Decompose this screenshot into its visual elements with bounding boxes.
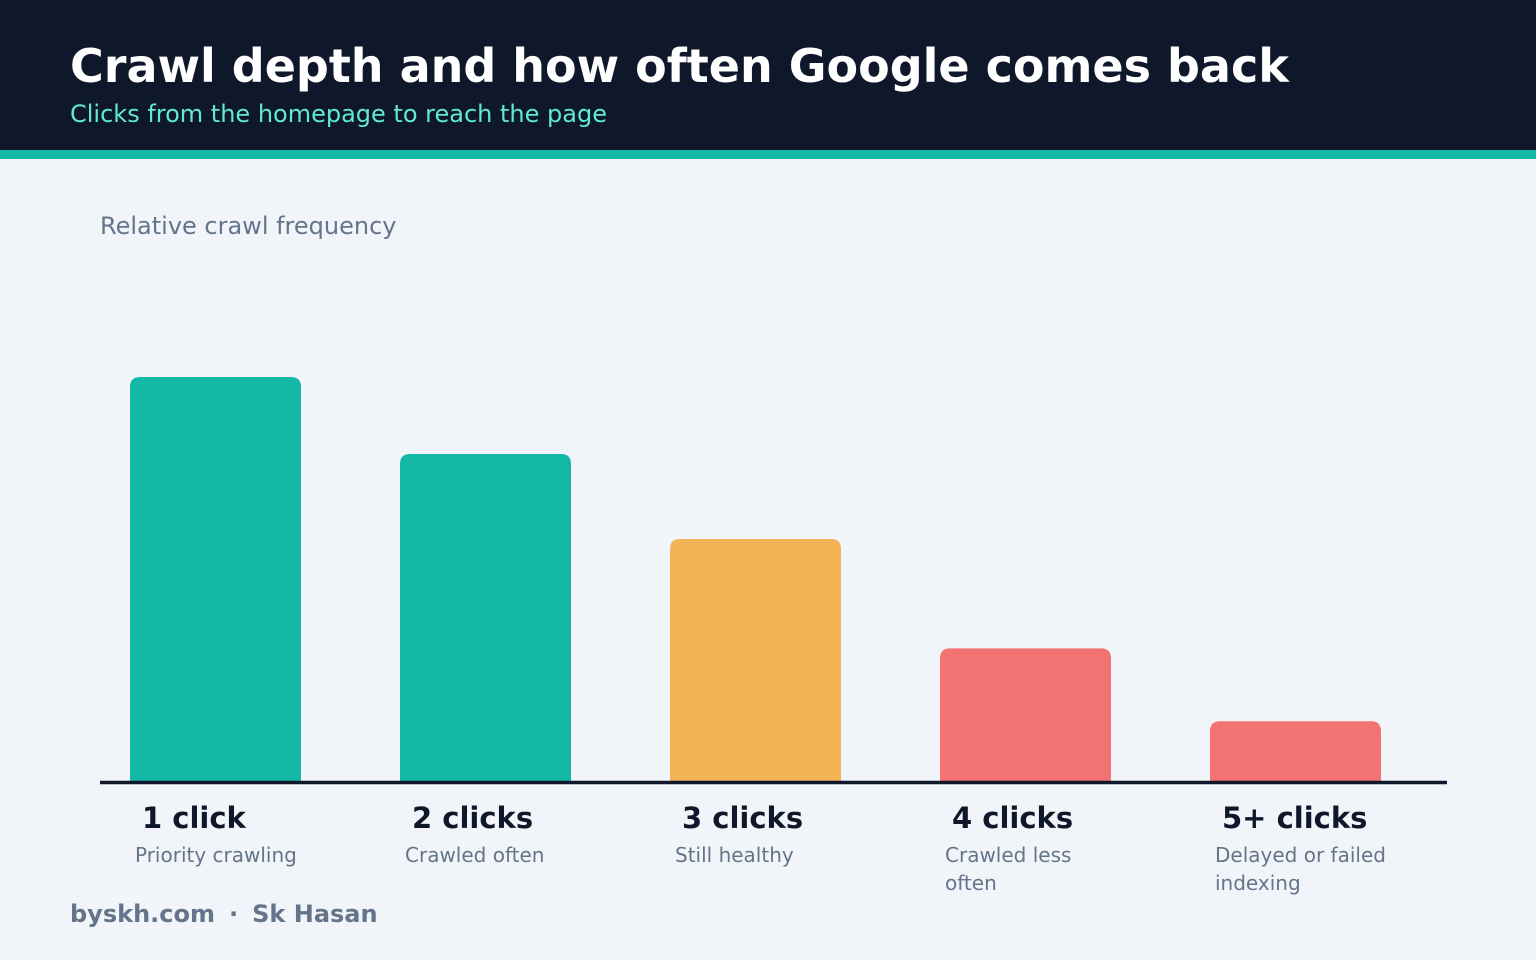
category-description-2: Crawled often (405, 843, 544, 867)
category-label-2: 2 clicks (412, 801, 533, 835)
bar-4 (940, 648, 1111, 782)
category-label-4: 4 clicks (952, 801, 1073, 835)
y-axis-label: Relative crawl frequency (100, 212, 397, 240)
category-description-5: indexing (1215, 871, 1301, 895)
category-label-3: 3 clicks (682, 801, 803, 835)
footer-separator: · (229, 900, 239, 928)
category-description-3: Still healthy (675, 843, 794, 867)
category-label-5: 5+ clicks (1222, 801, 1367, 835)
category-description-5: Delayed or failed (1215, 843, 1386, 867)
header-bar (0, 0, 1536, 150)
header-accent-stripe (0, 150, 1536, 159)
category-description-4: often (945, 871, 997, 895)
bar-1 (130, 377, 301, 782)
bar-2 (400, 453, 571, 782)
chart-title: Crawl depth and how often Google comes b… (70, 39, 1289, 93)
category-description-4: Crawled less (945, 843, 1071, 867)
category-description-1: Priority crawling (135, 843, 297, 867)
footer-site: byskh.com (70, 900, 215, 928)
footer-credit: byskh.com · Sk Hasan (70, 898, 378, 930)
bar-5 (1210, 721, 1381, 782)
bar-3 (670, 539, 841, 782)
category-label-1: 1 click (142, 801, 247, 835)
chart-subtitle: Clicks from the homepage to reach the pa… (70, 100, 607, 128)
footer-author: Sk Hasan (252, 900, 378, 928)
